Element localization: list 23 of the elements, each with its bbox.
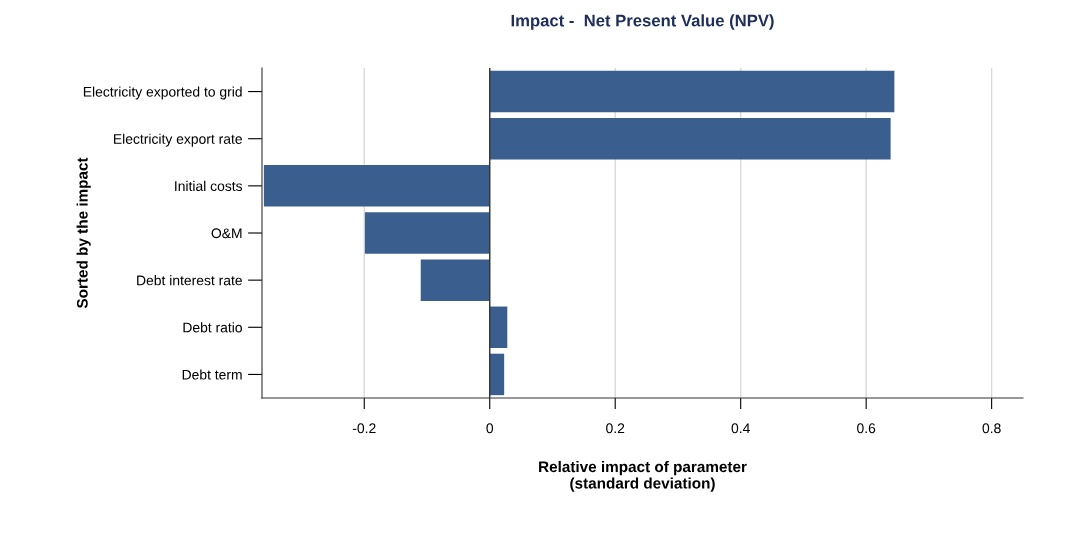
x-tick-label: 0.4	[731, 423, 750, 434]
y-tick-label: Electricity exported to grid	[83, 86, 242, 100]
bar	[489, 117, 891, 160]
x-axis-title: Relative impact of parameter (standard deviation)	[539, 460, 747, 492]
y-tick-label: Debt ratio	[183, 322, 242, 333]
y-tick-label: Debt interest rate	[137, 275, 242, 286]
bar	[420, 259, 490, 301]
y-tick-label: Debt term	[182, 369, 242, 380]
x-tick-label: 0.6	[857, 423, 876, 434]
bar	[489, 306, 508, 349]
bar	[263, 165, 490, 207]
chart-title: Impact - Net Present Value (NPV)	[511, 14, 774, 30]
x-tick-label: 0.8	[982, 423, 1001, 434]
y-tick-label: O&M	[211, 228, 242, 239]
y-axis-title: Sorted by the impact	[76, 157, 91, 309]
y-tick-label: Electricity export rate	[114, 133, 242, 147]
bar	[489, 353, 505, 396]
bar	[364, 212, 490, 254]
y-tick-label: Initial costs	[175, 180, 243, 192]
x-tick-label: 0	[486, 423, 494, 434]
x-tick-label: 0.2	[606, 423, 625, 434]
bar	[489, 70, 895, 113]
x-tick-label: -0.2	[352, 423, 376, 434]
